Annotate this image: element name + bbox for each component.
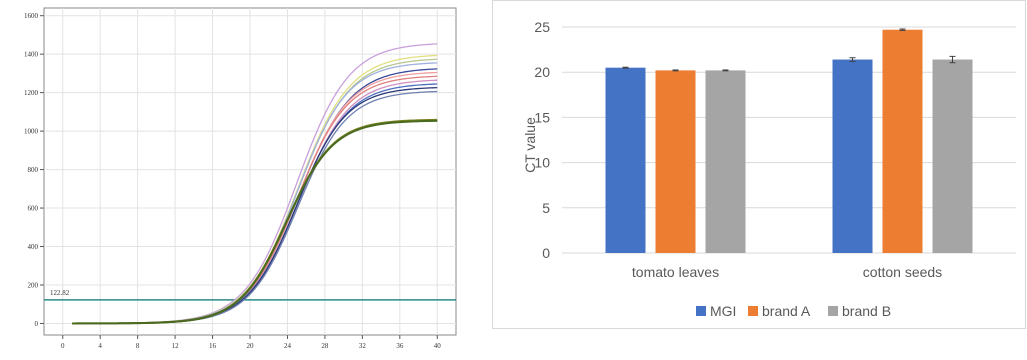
y-axis-label: CT value bbox=[522, 117, 538, 173]
x-tick-label: 16 bbox=[209, 342, 217, 350]
legend-swatch bbox=[696, 306, 706, 316]
y-tick-label: 800 bbox=[28, 166, 39, 174]
category-label: tomato leaves bbox=[632, 264, 719, 280]
y-tick-label: 1400 bbox=[24, 51, 39, 59]
bar bbox=[832, 59, 873, 253]
ct-bar-chart-panel: 0 5 10 15 20 25 CT value tomato leaves cotton … bbox=[492, 0, 1027, 355]
amplification-curve bbox=[72, 119, 438, 325]
y-tick-label: 1000 bbox=[24, 128, 39, 136]
bar bbox=[932, 59, 973, 253]
x-tick-label: 28 bbox=[321, 342, 329, 350]
legend-swatch bbox=[748, 306, 758, 316]
legend-label: brand A bbox=[762, 303, 811, 319]
amplification-curve-chart: 0 200 400 600 800 1000 1200 1400 1600 0 4 8 12 16 20 2… bbox=[24, 7, 457, 350]
x-tick-label: 32 bbox=[359, 342, 367, 350]
bar bbox=[705, 70, 746, 253]
y-tick-label: 600 bbox=[28, 205, 39, 213]
category-label: cotton seeds bbox=[863, 264, 942, 280]
y-tick-label: 5 bbox=[542, 200, 550, 216]
amplification-curve-panel: 0 200 400 600 800 1000 1200 1400 1600 0 4 8 12 16 20 2… bbox=[0, 0, 470, 355]
category-labels: tomato leaves cotton seeds bbox=[632, 264, 942, 280]
y-tick-label: 25 bbox=[534, 19, 550, 35]
x-tick-label: 36 bbox=[396, 342, 404, 350]
x-tick-label: 4 bbox=[98, 342, 102, 350]
x-tick-label: 40 bbox=[434, 342, 442, 350]
y-tick-label: 10 bbox=[534, 155, 550, 171]
amplification-curves bbox=[72, 43, 438, 325]
y-tick-label: 1200 bbox=[24, 89, 39, 97]
x-tick-label: 8 bbox=[136, 342, 140, 350]
x-tick-label: 0 bbox=[61, 342, 65, 350]
x-axis-ticks: 0 4 8 12 16 20 24 28 32 36 40 bbox=[61, 335, 441, 350]
legend-label: MGI bbox=[710, 303, 736, 319]
y-axis-ticks: 0 5 10 15 20 25 bbox=[534, 19, 550, 261]
x-tick-label: 24 bbox=[284, 342, 292, 350]
legend-label: brand B bbox=[842, 303, 891, 319]
y-tick-label: 0 bbox=[542, 245, 550, 261]
threshold-label: 122.82 bbox=[50, 289, 70, 297]
y-tick-label: 0 bbox=[35, 320, 39, 328]
legend-swatch bbox=[828, 306, 838, 316]
bar bbox=[655, 70, 696, 253]
y-tick-label: 1600 bbox=[24, 12, 39, 20]
y-tick-label: 20 bbox=[534, 64, 550, 80]
error-bars bbox=[622, 28, 956, 72]
bar bbox=[605, 67, 646, 254]
x-tick-label: 20 bbox=[247, 342, 255, 350]
y-axis-ticks: 0 200 400 600 800 1000 1200 1400 1600 bbox=[24, 12, 44, 328]
y-tick-label: 400 bbox=[28, 243, 39, 251]
y-tick-label: 15 bbox=[534, 109, 550, 125]
ct-bar-chart: 0 5 10 15 20 25 CT value tomato leaves cotton … bbox=[492, 0, 1026, 329]
bars bbox=[605, 29, 973, 254]
x-tick-label: 12 bbox=[172, 342, 180, 350]
bar bbox=[882, 29, 923, 253]
legend: MGI brand A brand B bbox=[696, 303, 891, 319]
y-tick-label: 200 bbox=[28, 281, 39, 289]
